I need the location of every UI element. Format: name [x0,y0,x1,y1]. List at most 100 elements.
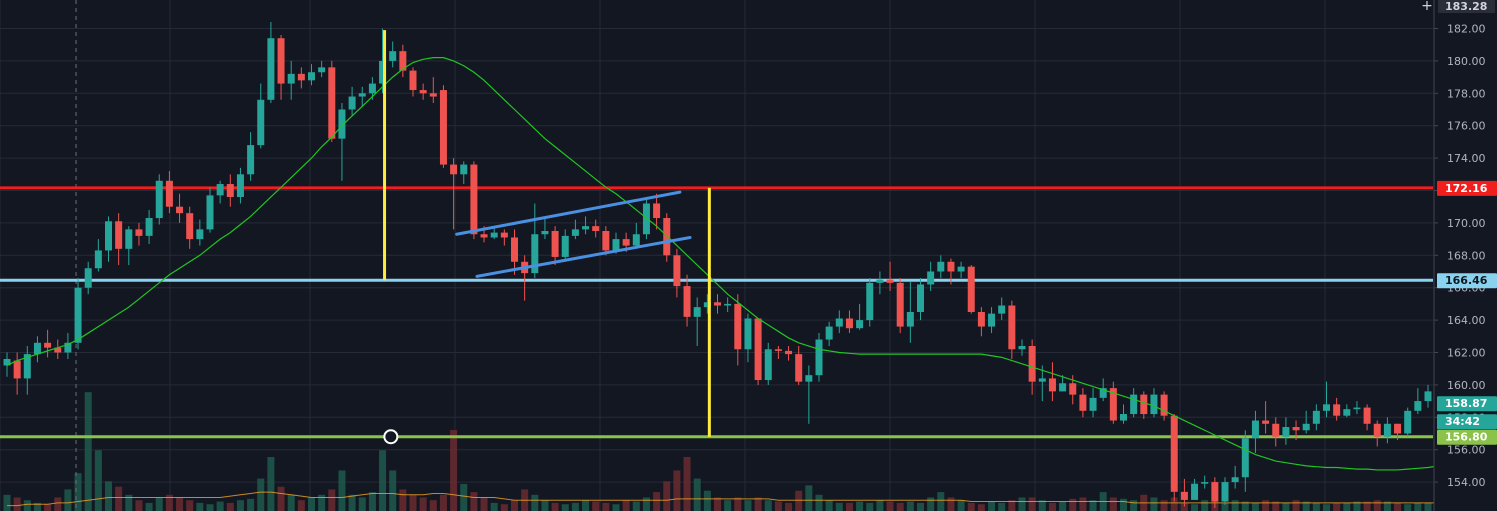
candle-body [1302,423,1310,431]
volume-bar [1262,500,1270,511]
volume-bar [94,450,102,511]
volume-bar [876,500,884,511]
volume-bar [439,494,447,511]
candle-body [845,318,853,329]
volume-bar [1059,501,1067,511]
candle-body [703,302,711,308]
candle-body [338,109,346,139]
candle-body [1231,477,1239,483]
volume-bar [805,485,813,511]
candle-body [896,282,904,327]
candle-body [94,250,102,269]
candle-body [1140,394,1148,415]
candle-body [105,221,112,251]
volume-ma-path [7,491,1439,507]
volume-bar [551,502,559,511]
candle-body [1292,427,1300,431]
candle-body [358,93,366,97]
volume-bar [1048,502,1056,511]
candle-body [856,320,864,329]
moving-average-line [6,57,1439,471]
price-axis[interactable]: 154.00156.00158.00160.00162.00164.00166.… [1433,0,1497,511]
volume-bar [379,450,387,511]
candle-body [724,303,732,306]
axis-tick-label: 154.00 [1447,476,1486,489]
candle-body [1099,388,1107,398]
volume-bar [714,497,721,511]
volume-bar [592,501,600,511]
candle-body [1251,420,1259,439]
horizontal-line-price-label: 172.16 [1445,182,1488,195]
add-icon[interactable]: + [1421,0,1433,14]
channel-lines[interactable] [455,190,692,278]
candle-body [277,38,285,84]
candle-body [906,312,914,327]
volume-bar [1201,500,1209,511]
volume-bar [125,494,133,511]
volume-bar [358,497,366,511]
candle-body [399,51,407,71]
axis-tick-label: 176.00 [1447,120,1486,133]
last-price-label: 158.87 [1445,397,1487,410]
candle-body [3,358,11,366]
candle-body [1404,410,1412,434]
volume-bar [480,497,488,511]
candle-body [1120,414,1127,421]
volume-bar [13,497,21,511]
candle-body [886,279,894,283]
volume-bar [856,501,864,511]
candle-body [236,174,244,197]
volume-bar [389,470,397,511]
volume-bar [693,478,701,511]
candle-body [876,279,884,283]
candle-body [927,271,935,285]
candle-body [582,226,590,230]
candle-body [216,184,224,196]
candle-body [115,221,123,249]
candle-body [785,350,793,355]
candle-body [1008,305,1016,350]
candle-body [1414,401,1422,411]
horizontal-line-price-tag [1437,180,1497,196]
volume-bar [825,500,833,511]
axis-tick-label: 178.00 [1447,87,1486,100]
volume-bar [927,497,935,511]
candle-body [693,307,701,317]
candle-body [977,312,985,327]
candle-body [1272,423,1280,437]
volume-bar [1130,500,1138,511]
volume-bar [308,497,315,511]
volume-bar [236,500,244,511]
volume-bar [744,500,752,511]
horizontal-line-price-label: 156.80 [1445,431,1488,444]
volume-bar [1323,504,1330,511]
volume-bar [216,501,224,511]
volume-bar [257,478,265,511]
candle-body [998,305,1006,314]
circle-marker-shape [383,429,399,445]
circle-marker[interactable] [383,429,399,445]
candle-body [673,255,681,287]
volume-bar [642,497,650,511]
volume-bar [54,497,62,511]
volume-bar [23,500,31,511]
volume-bar [602,502,610,511]
volume-bar [470,492,478,511]
candle-body [186,213,194,240]
volume-bar [582,500,590,511]
candle-body [23,354,31,379]
candle-body [287,73,295,84]
volume-bar [64,489,72,511]
candle-body [196,229,204,240]
vertical-markers[interactable] [383,30,711,437]
candle-body [1079,394,1087,411]
candle-body [500,232,508,238]
volume-bar [84,392,92,511]
candle-body [774,349,782,351]
volume-bar [1424,502,1432,511]
candle-body [957,266,965,272]
candle-body [368,83,376,94]
volume-bar [683,457,691,511]
volume-bar [186,500,194,511]
